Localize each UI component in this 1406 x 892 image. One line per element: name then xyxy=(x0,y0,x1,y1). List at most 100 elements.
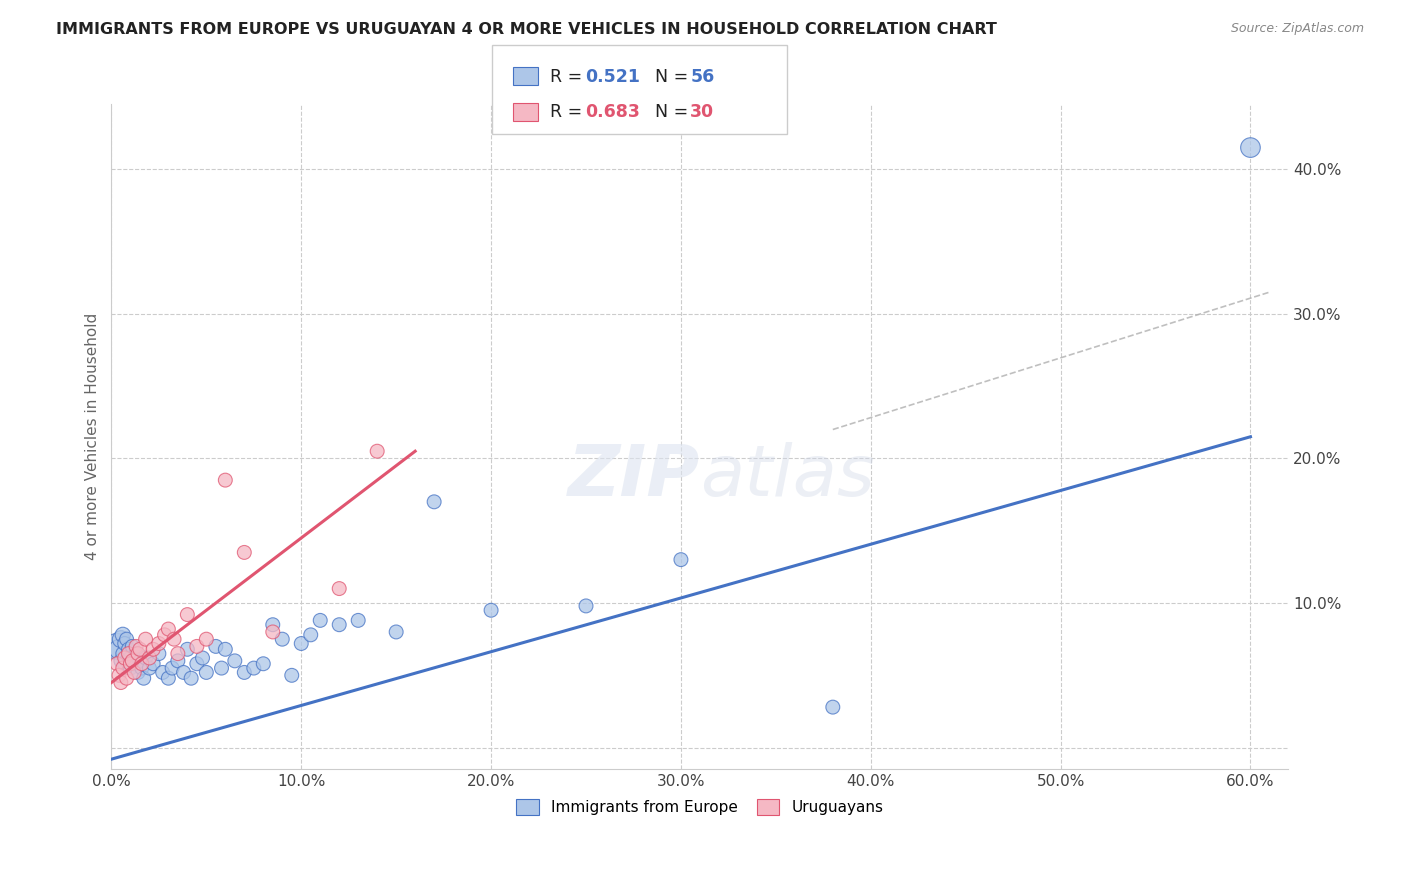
Point xyxy=(135,651,157,665)
Point xyxy=(186,640,208,654)
Point xyxy=(186,657,208,671)
Point xyxy=(110,632,132,647)
Text: Source: ZipAtlas.com: Source: ZipAtlas.com xyxy=(1230,22,1364,36)
Point xyxy=(115,632,138,647)
Point xyxy=(127,647,149,661)
Point xyxy=(128,654,150,668)
Point xyxy=(1239,140,1261,154)
Point xyxy=(214,473,236,487)
Text: 0.521: 0.521 xyxy=(585,68,640,87)
Point xyxy=(262,617,284,632)
Point xyxy=(142,642,165,657)
Point xyxy=(121,640,143,654)
Point xyxy=(114,651,136,665)
Point xyxy=(163,632,186,647)
Point xyxy=(157,671,180,685)
Point xyxy=(290,636,312,650)
Point xyxy=(105,640,128,654)
Text: atlas: atlas xyxy=(700,442,875,511)
Point xyxy=(120,661,142,675)
Text: IMMIGRANTS FROM EUROPE VS URUGUAYAN 4 OR MORE VEHICLES IN HOUSEHOLD CORRELATION : IMMIGRANTS FROM EUROPE VS URUGUAYAN 4 OR… xyxy=(56,22,997,37)
Point xyxy=(110,675,132,690)
Point xyxy=(110,654,132,668)
Point xyxy=(117,642,139,657)
Point xyxy=(120,657,142,671)
Point xyxy=(262,624,284,639)
Text: N =: N = xyxy=(644,68,693,87)
Text: 30: 30 xyxy=(690,103,714,120)
Point xyxy=(166,654,188,668)
Point xyxy=(132,671,155,685)
Point xyxy=(214,642,236,657)
Text: ZIP: ZIP xyxy=(568,442,700,511)
Point xyxy=(328,617,350,632)
Point xyxy=(821,700,844,714)
Point xyxy=(138,661,160,675)
Point xyxy=(131,661,153,675)
Point xyxy=(176,642,198,657)
Point xyxy=(423,495,446,509)
Point xyxy=(299,628,322,642)
Point xyxy=(122,665,145,680)
Point xyxy=(127,665,149,680)
Point xyxy=(328,582,350,596)
Point xyxy=(252,657,274,671)
Point xyxy=(173,665,195,680)
Point xyxy=(111,661,134,675)
Legend: Immigrants from Europe, Uruguayans: Immigrants from Europe, Uruguayans xyxy=(510,793,890,822)
Point xyxy=(125,647,148,661)
Point xyxy=(138,651,160,665)
Point xyxy=(135,632,157,647)
Point xyxy=(233,665,256,680)
Point xyxy=(366,444,388,458)
Point xyxy=(347,613,370,627)
Point xyxy=(114,636,136,650)
Point xyxy=(191,651,214,665)
Point xyxy=(111,628,134,642)
Point xyxy=(575,599,598,613)
Point xyxy=(479,603,502,617)
Point xyxy=(160,661,183,675)
Point xyxy=(281,668,304,682)
Point xyxy=(195,665,218,680)
Y-axis label: 4 or more Vehicles in Household: 4 or more Vehicles in Household xyxy=(86,313,100,560)
Point xyxy=(166,647,188,661)
Text: N =: N = xyxy=(644,103,693,120)
Text: 56: 56 xyxy=(690,68,714,87)
Point xyxy=(243,661,266,675)
Point xyxy=(148,636,170,650)
Point xyxy=(121,654,143,668)
Point xyxy=(385,624,408,639)
Point xyxy=(148,647,170,661)
Text: R =: R = xyxy=(550,68,588,87)
Point xyxy=(142,657,165,671)
Point xyxy=(111,647,134,661)
Point xyxy=(108,668,131,682)
Point xyxy=(205,640,228,654)
Point xyxy=(669,552,692,566)
Text: 0.683: 0.683 xyxy=(585,103,640,120)
Text: R =: R = xyxy=(550,103,588,120)
Point xyxy=(233,545,256,559)
Point xyxy=(152,665,174,680)
Point xyxy=(115,654,138,668)
Point xyxy=(309,613,332,627)
Point xyxy=(117,647,139,661)
Point xyxy=(108,642,131,657)
Point xyxy=(224,654,246,668)
Point xyxy=(211,661,233,675)
Point xyxy=(271,632,294,647)
Point xyxy=(128,642,150,657)
Point xyxy=(157,622,180,636)
Point xyxy=(153,628,176,642)
Point xyxy=(120,651,142,665)
Point xyxy=(122,657,145,671)
Point xyxy=(176,607,198,622)
Point xyxy=(114,657,136,671)
Point xyxy=(180,671,202,685)
Point xyxy=(125,640,148,654)
Point xyxy=(195,632,218,647)
Point xyxy=(115,671,138,685)
Point xyxy=(131,657,153,671)
Point xyxy=(105,657,128,671)
